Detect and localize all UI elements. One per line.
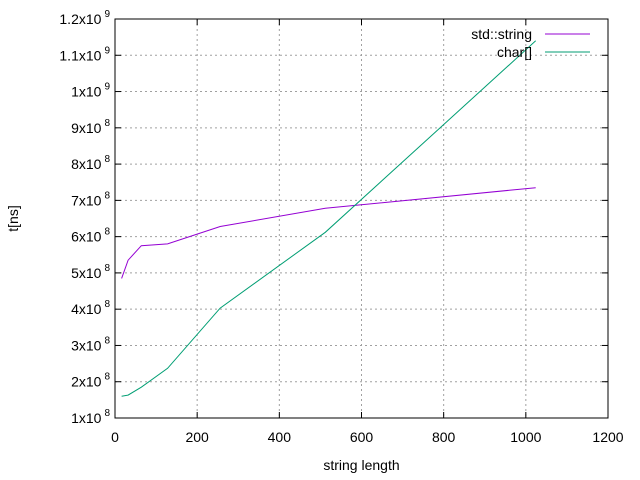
y-tick-mantissa: 7x10 (71, 192, 102, 208)
y-tick-label: 1x10 9 (71, 82, 110, 100)
plot-frame (114, 18, 609, 419)
y-tick-label: 1.1x10 9 (59, 45, 110, 63)
y-tick-mantissa: 1.1x10 (59, 47, 101, 63)
grid (115, 19, 608, 418)
y-axis-label: t[ns] (5, 205, 21, 231)
y-tick-mantissa: 1x10 (71, 84, 102, 100)
x-axis-tick-labels: 0 200 400 600 800 1000 1200 (111, 429, 624, 445)
x-axis-label: string length (323, 457, 399, 473)
x-tick-label: 600 (350, 429, 374, 445)
y-tick-mantissa: 3x10 (71, 337, 102, 353)
y-tick-exponent: 9 (104, 45, 110, 56)
y-tick-label: 6x10 8 (71, 227, 110, 245)
x-tick-label: 400 (268, 429, 292, 445)
y-tick-mantissa: 1x10 (71, 410, 102, 426)
y-tick-exponent: 8 (104, 263, 110, 274)
x-tick-label: 0 (111, 429, 119, 445)
y-tick-label: 1x10 8 (71, 408, 110, 426)
y-tick-exponent: 8 (104, 299, 110, 310)
y-tick-mantissa: 9x10 (71, 120, 102, 136)
legend-label: char[] (497, 44, 532, 60)
y-tick-exponent: 8 (104, 408, 110, 419)
x-tick-label: 800 (432, 429, 456, 445)
x-tick-label: 200 (185, 429, 209, 445)
y-tick-mantissa: 6x10 (71, 229, 102, 245)
y-tick-label: 5x10 8 (71, 263, 110, 281)
y-tick-exponent: 8 (104, 118, 110, 129)
x-tick-label: 1000 (510, 429, 541, 445)
series-lines (121, 40, 537, 397)
y-tick-label: 9x10 8 (71, 118, 110, 136)
y-tick-mantissa: 5x10 (71, 265, 102, 281)
y-tick-label: 8x10 8 (71, 154, 110, 172)
y-tick-label: 1.2x10 9 (59, 9, 110, 27)
y-tick-exponent: 8 (104, 154, 110, 165)
y-tick-label: 2x10 8 (71, 372, 110, 390)
y-tick-exponent: 9 (104, 9, 110, 20)
x-tick-label: 1200 (592, 429, 623, 445)
y-tick-mantissa: 8x10 (71, 156, 102, 172)
axis-ticks (114, 18, 609, 419)
y-tick-exponent: 8 (104, 190, 110, 201)
series-line-char-array (121, 40, 537, 397)
y-tick-exponent: 8 (104, 372, 110, 383)
y-tick-mantissa: 1.2x10 (59, 11, 101, 27)
y-tick-label: 7x10 8 (71, 190, 110, 208)
series-line-std-string (121, 187, 536, 279)
y-tick-label: 3x10 8 (71, 335, 110, 353)
y-tick-exponent: 8 (104, 335, 110, 346)
y-tick-exponent: 8 (104, 227, 110, 238)
legend-label: std::string (471, 26, 532, 42)
y-tick-mantissa: 2x10 (71, 374, 102, 390)
y-tick-mantissa: 4x10 (71, 301, 102, 317)
y-tick-label: 4x10 8 (71, 299, 110, 317)
y-tick-exponent: 9 (104, 82, 110, 93)
